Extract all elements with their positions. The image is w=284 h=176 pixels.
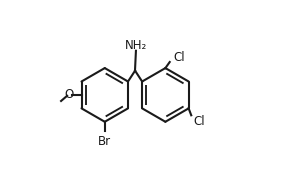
Text: Cl: Cl bbox=[173, 51, 185, 64]
Text: Br: Br bbox=[98, 135, 111, 148]
Text: Cl: Cl bbox=[193, 115, 204, 128]
Text: NH₂: NH₂ bbox=[125, 39, 147, 52]
Text: O: O bbox=[64, 88, 74, 101]
